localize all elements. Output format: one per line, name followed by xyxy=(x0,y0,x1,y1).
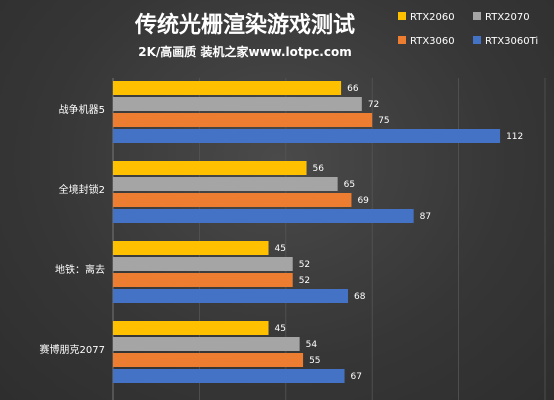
bar-rtx3060-0 xyxy=(113,113,373,127)
data-label: 75 xyxy=(378,116,389,126)
data-label: 72 xyxy=(368,100,379,110)
bar-rtx2070-2 xyxy=(113,257,293,271)
category-label: 全境封锁2 xyxy=(59,183,105,196)
bar-rtx2060-3 xyxy=(113,321,269,335)
data-label: 52 xyxy=(299,276,310,286)
bar-rtx2060-1 xyxy=(113,161,307,175)
legend-label-rtx2070: RTX2070 xyxy=(485,12,530,23)
category-label: 地铁：离去 xyxy=(55,263,105,276)
data-label: 87 xyxy=(420,212,431,222)
category-label: 赛博朋克2077 xyxy=(40,343,105,356)
bar-rtx3060ti-3 xyxy=(113,369,345,383)
data-label: 68 xyxy=(354,292,366,302)
legend-label-rtx3060: RTX3060 xyxy=(410,36,455,47)
bar-rtx3060ti-2 xyxy=(113,289,349,303)
bar-rtx3060-3 xyxy=(113,353,304,367)
data-label: 45 xyxy=(275,244,286,254)
bar-rtx2070-0 xyxy=(113,97,362,111)
data-label: 56 xyxy=(313,164,325,174)
legend-swatch-rtx2060 xyxy=(398,12,406,20)
bars-layer xyxy=(113,81,501,383)
legend-swatch-rtx3060ti xyxy=(473,36,481,44)
data-label: 67 xyxy=(351,372,362,382)
data-label: 45 xyxy=(275,324,286,334)
legend-label-rtx3060ti: RTX3060Ti xyxy=(485,36,538,47)
data-label: 66 xyxy=(347,84,359,94)
data-label: 112 xyxy=(506,132,523,142)
data-label: 69 xyxy=(357,196,369,206)
category-label: 战争机器5 xyxy=(59,103,105,116)
bar-rtx3060ti-1 xyxy=(113,209,414,223)
bar-rtx3060ti-0 xyxy=(113,129,501,143)
data-label: 55 xyxy=(309,356,320,366)
data-label: 52 xyxy=(299,260,310,270)
bar-rtx2060-0 xyxy=(113,81,342,95)
chart-subtitle: 2K/高画质 装机之家www.lotpc.com xyxy=(138,44,351,59)
data-label: 54 xyxy=(306,340,318,350)
bar-rtx2060-2 xyxy=(113,241,269,255)
bar-rtx2070-3 xyxy=(113,337,300,351)
bar-rtx3060-2 xyxy=(113,273,293,287)
legend-label-rtx2060: RTX2060 xyxy=(410,12,455,23)
chart-title: 传统光栅渲染游戏测试 xyxy=(134,12,355,38)
bar-rtx2070-1 xyxy=(113,177,338,191)
legend-swatch-rtx3060 xyxy=(398,36,406,44)
data-label: 65 xyxy=(344,180,355,190)
legend: RTX2060 RTX2070 RTX3060 RTX3060Ti xyxy=(398,12,538,47)
legend-swatch-rtx2070 xyxy=(473,12,481,20)
bar-rtx3060-1 xyxy=(113,193,352,207)
